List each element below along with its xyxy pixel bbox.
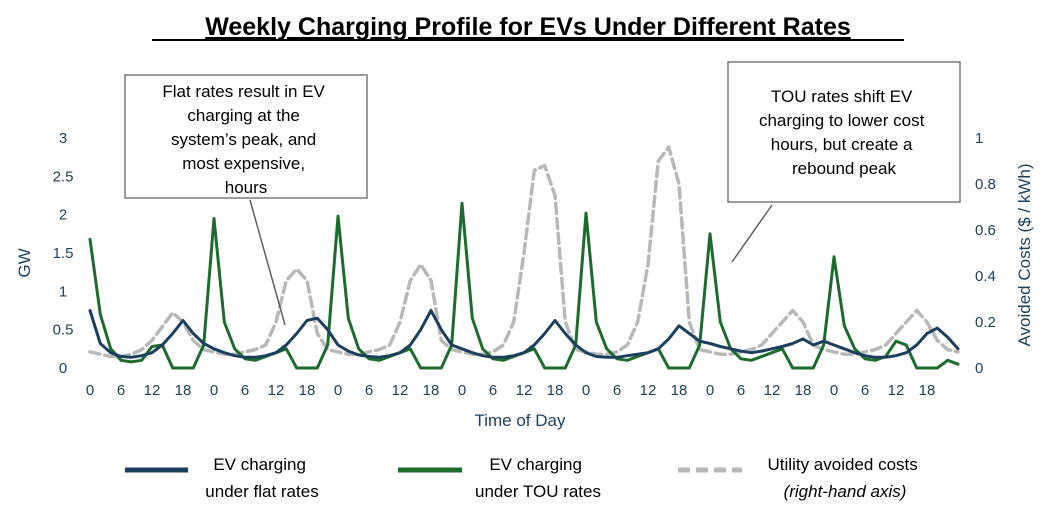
x-tick-label: 18: [175, 382, 192, 399]
x-tick-label: 12: [888, 382, 905, 399]
annotation-tou-box: [727, 61, 961, 203]
annotation-flat-text: Flat rates result in EV charging at the …: [162, 82, 329, 197]
y-tick-left-label: 0: [59, 360, 67, 377]
annotation-tou-line: rebound peak: [792, 159, 896, 178]
annotation-flat-box: [124, 74, 368, 199]
x-tick-label: 6: [489, 382, 497, 399]
annotation-tou-line: TOU rates shift EV: [771, 87, 913, 106]
annotation-flat-leader: [249, 199, 286, 326]
annotation-flat-line: charging at the: [187, 106, 299, 125]
annotation-flat-line: hours: [225, 178, 268, 197]
x-tick-label: 18: [547, 382, 564, 399]
x-tick-label: 0: [582, 382, 590, 399]
x-tick-label: 6: [241, 382, 249, 399]
y-tick-left-label: 1.5: [53, 245, 74, 262]
x-tick-label: 0: [458, 382, 466, 399]
x-tick-label: 12: [764, 382, 781, 399]
annotation-flat-line: system’s peak, and: [171, 130, 316, 149]
annotation-tou-line: hours, but create a: [771, 135, 913, 154]
x-tick-label: 18: [423, 382, 440, 399]
x-tick-label: 12: [268, 382, 285, 399]
annotation-flat-line: Flat rates result in EV: [162, 82, 325, 101]
annotation-tou-leader: [731, 204, 773, 263]
annotation-flat: Flat rates result in EV charging at the …: [124, 74, 368, 326]
y-tick-right-label: 0.6: [975, 222, 996, 239]
x-tick-label: 0: [334, 382, 342, 399]
y-tick-right-label: 0: [975, 360, 983, 377]
y-tick-right-label: 1: [975, 130, 983, 147]
annotation-tou: TOU rates shift EV charging to lower cos…: [727, 61, 961, 263]
x-tick-label: 12: [392, 382, 409, 399]
y-tick-left-label: 2: [59, 207, 67, 224]
x-tick-label: 6: [737, 382, 745, 399]
y-tick-left-label: 1: [59, 283, 67, 300]
y-tick-left-label: 3: [59, 130, 67, 147]
x-tick-label: 0: [86, 382, 94, 399]
x-tick-label: 12: [516, 382, 533, 399]
x-axis-label: Time of Day: [474, 411, 566, 430]
annotation-tou-text: TOU rates shift EV charging to lower cos…: [759, 87, 929, 178]
legend-label-costs: Utility avoided costs (right-hand axis): [768, 455, 923, 501]
y-tick-right-label: 0.8: [975, 176, 996, 193]
x-tick-label: 6: [117, 382, 125, 399]
x-tick-label: 6: [365, 382, 373, 399]
y-axis-left-label: GW: [15, 248, 34, 277]
x-tick-label: 0: [830, 382, 838, 399]
x-tick-label: 18: [671, 382, 688, 399]
x-tick-label: 18: [795, 382, 812, 399]
series-line-flat: [88, 309, 960, 359]
annotation-flat-line: most expensive,: [182, 154, 305, 173]
x-tick-label: 12: [640, 382, 657, 399]
x-tick-label: 18: [299, 382, 316, 399]
y-tick-left-label: 2.5: [53, 168, 74, 185]
x-tick-label: 18: [919, 382, 936, 399]
x-tick-label: 6: [613, 382, 621, 399]
legend-label-tou: EV charging under TOU rates: [475, 455, 601, 501]
y-tick-right-label: 0.4: [975, 268, 996, 285]
x-tick-label: 0: [706, 382, 714, 399]
y-tick-right-label: 0.2: [975, 314, 996, 331]
x-tick-label: 0: [210, 382, 218, 399]
legend: EV charging under flat rates EV charging…: [125, 455, 923, 501]
x-tick-label: 12: [144, 382, 161, 399]
y-axis-right-label: Avoided Costs ($ / kWh): [1015, 164, 1034, 347]
y-tick-left-label: 0.5: [53, 322, 74, 339]
annotation-tou-line: charging to lower cost: [759, 111, 925, 130]
x-tick-label: 6: [861, 382, 869, 399]
legend-label-flat: EV charging under flat rates: [205, 455, 318, 501]
chart-title: Weekly Charging Profile for EVs Under Di…: [205, 13, 851, 41]
